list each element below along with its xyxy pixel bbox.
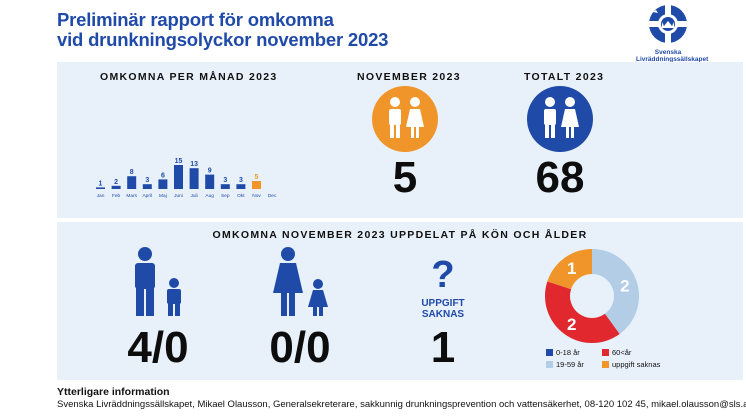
legend-19-59: 19-59 år [546,360,584,369]
bar-value-label: 15 [175,158,183,165]
man-woman-icon [389,97,424,138]
bar-maj [158,179,168,189]
sls-logo: Svenska Livräddningssällskapet [636,2,709,63]
women-count: 0/0 [269,323,331,372]
donut-slice [592,249,639,335]
unknown-question-icon: ? [431,254,455,296]
bar-aug [205,174,215,189]
month-tick-label: Jan [97,193,105,199]
donut-slice-label: 2 [620,276,629,295]
month-tick-label: Maj [159,193,167,199]
men-count: 4/0 [127,323,189,372]
age-donut-chart: 1 2 2 [545,249,639,343]
month-tick-label: Aug [205,193,214,199]
man-woman-icon [544,97,579,138]
logo-text: Svenska Livräddningssällskapet [636,49,709,63]
bar-feb [111,185,121,189]
legend-0-18: 0-18 år [546,348,580,357]
unknown-count: 1 [430,323,456,372]
legend-swatch [546,361,553,368]
november-count: 5 [392,153,418,202]
month-tick-label: Feb [112,193,121,199]
bar-value-label: 8 [130,169,134,176]
bar-juni [174,165,183,189]
bar-okt [236,184,246,189]
bar-value-label: 2 [114,179,118,186]
total-count: 68 [535,153,585,202]
month-tick-label: Sep [221,193,230,199]
month-tick-label: April [142,193,152,199]
legend-swatch [602,349,609,356]
november-heading: NOVEMBER 2023 [357,71,461,83]
report-title: Preliminär rapport för omkomna vid drunk… [57,10,388,50]
total-circle [527,86,593,152]
footer-contact: Svenska Livräddningssällskapet, Mikael O… [57,399,746,410]
bar-value-label: 9 [208,168,212,175]
month-tick-label: Okt [237,193,245,199]
month-tick-label: Juni [174,193,183,199]
bar-value-label: 3 [223,177,227,184]
legend-swatch [546,349,553,356]
bar-value-label: 1 [99,180,103,187]
bar-value-label: 5 [255,174,259,181]
bar-sep [220,184,230,189]
bar-mars [127,176,137,189]
unknown-label: UPPGIFT SAKNAS [421,298,465,320]
legend-60-plus: 60<år [602,348,631,357]
month-tick-label: Juli [190,193,197,199]
bar-value-label: 13 [190,161,198,168]
lifebuoy-crown-icon [648,4,688,44]
donut-slice [547,249,592,290]
bar-juli [189,168,199,189]
monthly-bar-chart: 1 Jan 2 Feb 8 Mars 3 April 6 Maj 15 Juni 13 Juli 9 Aug 3… [96,158,277,199]
footer-title: Ytterligare information [57,386,170,398]
month-tick-label: Nov [252,193,261,199]
donut-slice-label: 2 [567,315,576,334]
monthly-heading: OMKOMNA PER MÅNAD 2023 [100,71,278,83]
donut-slice-label: 1 [567,259,576,278]
bar-jan [96,187,105,189]
donut-slice [545,281,620,343]
bar-april [142,184,152,189]
month-tick-label: Dec [268,193,277,199]
bar-nov [252,181,261,189]
man-boy-icon [135,247,181,316]
legend-swatch [602,361,609,368]
total-heading: TOTALT 2023 [524,71,605,83]
bar-value-label: 6 [161,172,165,179]
title-line-2: vid drunkningsolyckor november 2023 [57,29,389,50]
month-tick-label: Mars [126,193,137,199]
woman-girl-icon [273,247,328,316]
november-circle [372,86,438,152]
bar-value-label: 3 [239,177,243,184]
breakdown-heading: OMKOMNA NOVEMBER 2023 UPPDELAT PÅ KÖN OC… [212,229,588,241]
legend-unknown: uppgift saknas [602,360,660,369]
title-line-1: Preliminär rapport för omkomna [57,9,334,30]
bar-value-label: 3 [145,177,149,184]
